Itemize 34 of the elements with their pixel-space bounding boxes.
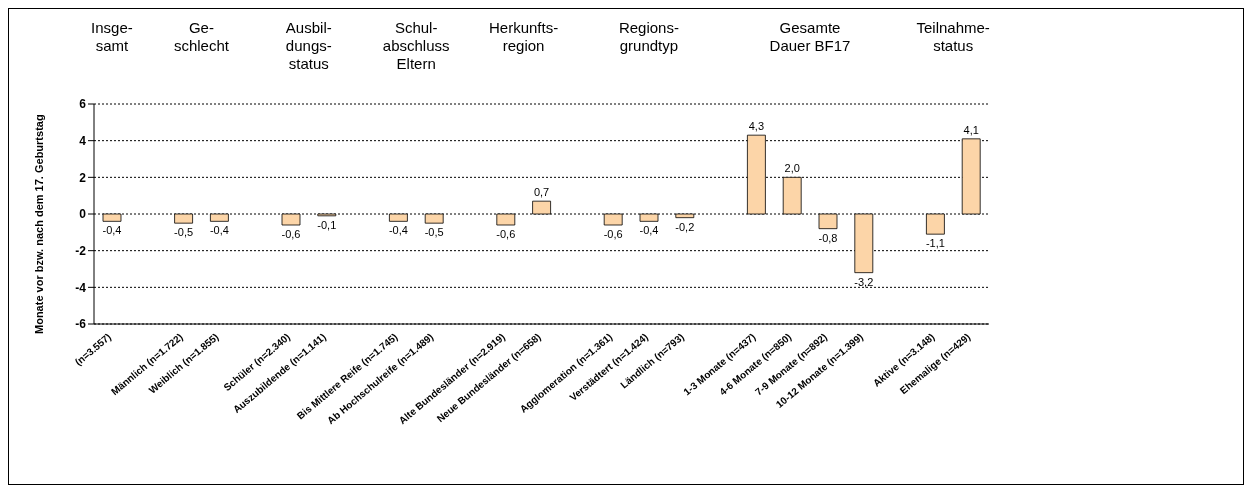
data-label: -0,5: [174, 226, 194, 239]
data-label: 4,1: [963, 123, 979, 136]
y-tick-label: 6: [79, 97, 87, 112]
y-tick-label: -6: [75, 317, 87, 332]
data-label: -0,1: [317, 218, 337, 231]
text: Gesamte Dauer BF17: [768, 19, 852, 55]
data-label: -0,4: [639, 224, 659, 237]
data-label: 2,0: [784, 162, 800, 175]
text: Ausbil- dungs- status: [284, 19, 333, 73]
data-label: -0,2: [675, 220, 695, 233]
data-label: -0,4: [388, 224, 408, 237]
data-label: 4,3: [748, 120, 765, 133]
text: Ge- schlecht: [172, 19, 230, 55]
y-tick-label: 2: [79, 170, 87, 185]
text: Insge- samt: [91, 19, 133, 54]
text: Herkunfts- region: [488, 19, 560, 55]
y-tick-label: -4: [75, 280, 87, 295]
data-label: -0,6: [281, 228, 301, 240]
text: Regions- grundtyp: [617, 19, 680, 55]
data-label: -0,6: [496, 228, 516, 240]
data-label: -0,4: [209, 224, 229, 237]
y-tick-label: -2: [75, 243, 87, 258]
data-label: 0,7: [533, 186, 550, 199]
data-label: -0,4: [102, 224, 122, 237]
y-axis-title: Monate vor bzw. nach dem 17. Geburtstag: [32, 114, 45, 334]
data-label: -3,2: [854, 275, 874, 288]
data-label: -0,6: [603, 228, 623, 240]
text: Teilnahme- status: [915, 19, 991, 55]
data-label: -1,1: [925, 237, 945, 250]
y-tick-label: 4: [79, 133, 87, 148]
data-label: -0,5: [424, 226, 444, 239]
y-tick-label: 0: [79, 207, 87, 222]
text: Schul- abschluss Eltern: [381, 19, 451, 73]
data-label: -0,8: [818, 231, 838, 244]
